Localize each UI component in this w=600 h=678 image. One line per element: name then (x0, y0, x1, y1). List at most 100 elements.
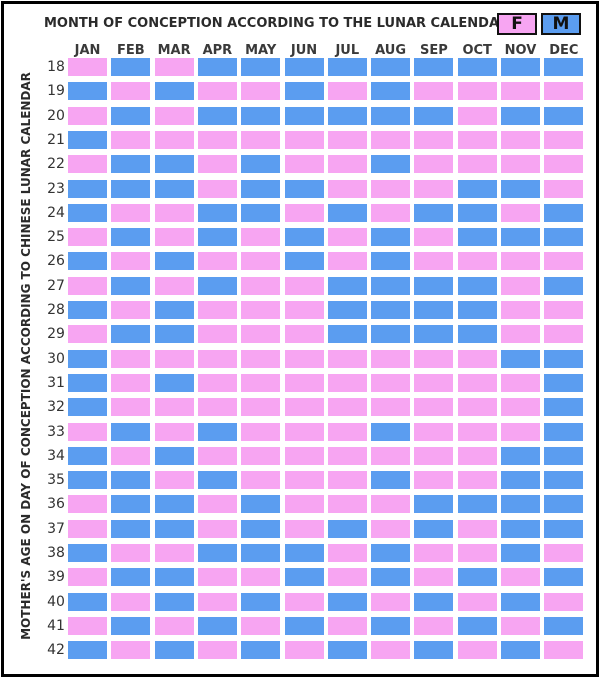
cell-age-19-aug (371, 82, 411, 101)
cell-age-21-apr (197, 130, 237, 149)
cell-age-29-jan (68, 325, 107, 344)
cell-age-24-aug (371, 203, 411, 222)
cell-age-31-jul (327, 373, 367, 392)
cell-age-22-may (241, 155, 281, 174)
age-label-19: 19 (47, 83, 65, 100)
legend-male: M (541, 13, 581, 35)
cell-age-19-feb (111, 82, 151, 101)
cell-age-30-oct (457, 349, 497, 368)
cell-age-18-jun (284, 58, 324, 76)
cell-age-25-feb (111, 228, 151, 247)
cell-age-36-sep (414, 495, 454, 514)
cell-age-27-mar (154, 276, 194, 295)
cell-age-28-nov (501, 301, 540, 319)
cell-age-39-sep (414, 568, 454, 587)
cell-age-38-jun (284, 544, 324, 562)
cell-age-40-jul (327, 592, 367, 611)
cell-age-35-sep (414, 471, 454, 490)
cell-age-25-apr (197, 228, 237, 247)
cell-age-42-sep (414, 641, 454, 660)
month-label-aug: AUG (375, 43, 407, 58)
cell-age-36-feb (111, 495, 151, 514)
cell-age-21-jan (68, 130, 107, 149)
cell-age-20-apr (197, 106, 237, 125)
cell-age-28-oct (457, 301, 497, 319)
cell-age-19-oct (457, 82, 497, 101)
cell-age-26-apr (197, 252, 237, 271)
cell-age-18-may (241, 58, 281, 76)
cell-age-32-nov (501, 398, 540, 417)
cell-age-35-jul (327, 471, 367, 490)
cell-age-34-apr (197, 446, 237, 465)
cell-age-21-jun (284, 130, 324, 149)
cell-age-22-jul (327, 155, 367, 174)
cell-age-37-nov (501, 519, 540, 538)
cell-age-28-dec (544, 301, 584, 319)
cell-age-30-mar (154, 349, 194, 368)
cell-age-37-jun (284, 519, 324, 538)
cell-age-20-jul (327, 106, 367, 125)
cell-age-39-mar (154, 568, 194, 587)
cell-age-35-may (241, 471, 281, 490)
cell-age-34-jan (68, 446, 107, 465)
cell-age-39-jul (327, 568, 367, 587)
cell-age-27-nov (501, 276, 540, 295)
cell-age-40-feb (111, 592, 151, 611)
cell-age-30-jul (327, 349, 367, 368)
age-label-22: 22 (47, 156, 65, 173)
cell-age-38-feb (111, 544, 151, 562)
cell-age-21-oct (457, 130, 497, 149)
cell-age-27-dec (544, 276, 584, 295)
cell-age-34-dec (544, 446, 584, 465)
cell-age-20-feb (111, 106, 151, 125)
age-label-41: 41 (47, 617, 65, 634)
cell-age-35-dec (544, 471, 584, 490)
cell-age-35-nov (501, 471, 540, 490)
age-label-40: 40 (47, 593, 65, 610)
cell-age-27-jun (284, 276, 324, 295)
cell-age-40-dec (544, 592, 584, 611)
cell-age-21-may (241, 130, 281, 149)
cell-age-42-oct (457, 641, 497, 660)
cell-age-24-mar (154, 203, 194, 222)
cell-age-18-apr (197, 58, 237, 76)
cell-age-31-aug (371, 373, 411, 392)
cell-age-29-sep (414, 325, 454, 344)
cell-age-24-jul (327, 203, 367, 222)
age-label-32: 32 (47, 399, 65, 416)
cell-age-38-sep (414, 544, 454, 562)
cell-age-33-dec (544, 422, 584, 441)
month-label-dec: DEC (549, 43, 579, 58)
cell-age-33-jun (284, 422, 324, 441)
age-label-18: 18 (47, 59, 65, 75)
cell-age-23-aug (371, 179, 411, 198)
cell-age-34-sep (414, 446, 454, 465)
cell-age-33-feb (111, 422, 151, 441)
cell-age-20-jan (68, 106, 107, 125)
cell-age-34-jul (327, 446, 367, 465)
cell-age-18-aug (371, 58, 411, 76)
cell-age-31-sep (414, 373, 454, 392)
cell-age-27-apr (197, 276, 237, 295)
cell-age-30-apr (197, 349, 237, 368)
cell-age-38-jan (68, 544, 107, 562)
age-label-39: 39 (47, 569, 65, 586)
cell-age-33-nov (501, 422, 540, 441)
legend-female: F (497, 13, 537, 35)
cell-age-41-apr (197, 616, 237, 635)
cell-age-40-jan (68, 592, 107, 611)
cell-age-31-jan (68, 373, 107, 392)
cell-age-42-aug (371, 641, 411, 660)
cell-age-23-jul (327, 179, 367, 198)
cell-age-28-mar (154, 301, 194, 319)
cell-age-31-may (241, 373, 281, 392)
cell-age-30-jun (284, 349, 324, 368)
cell-age-39-feb (111, 568, 151, 587)
cell-age-30-jan (68, 349, 107, 368)
cell-age-33-sep (414, 422, 454, 441)
cell-age-28-may (241, 301, 281, 319)
cell-age-23-apr (197, 179, 237, 198)
age-label-34: 34 (47, 447, 65, 464)
cell-age-18-dec (544, 58, 584, 76)
cell-age-33-aug (371, 422, 411, 441)
